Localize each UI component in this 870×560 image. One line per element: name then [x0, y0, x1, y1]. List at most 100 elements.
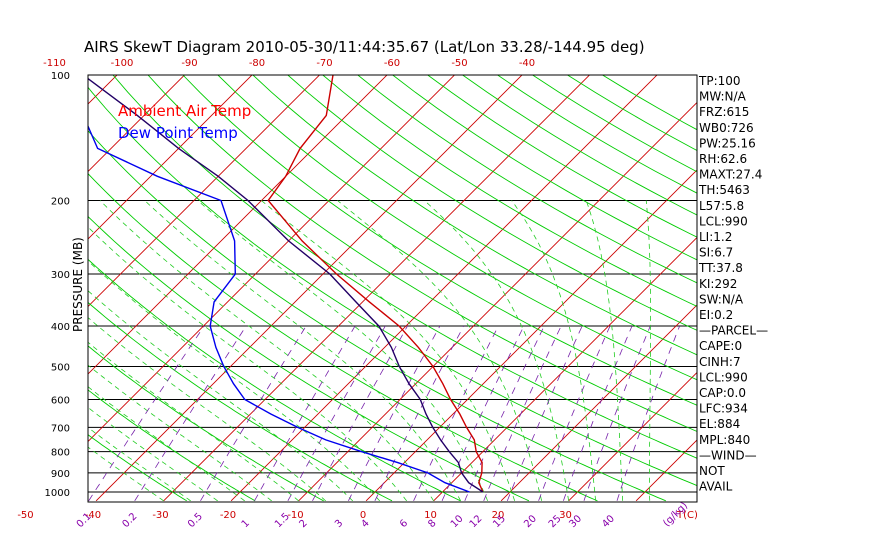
pressure-tick-labels: 100 200 300 400 500 600 700 800 900 1000: [45, 71, 70, 499]
mixing-ratio-tick-label: 2: [297, 518, 309, 530]
index-item: EI:0.2: [699, 308, 733, 322]
x-unit-label: T(C): [676, 510, 698, 521]
dry-adiabat-line: [88, 129, 666, 502]
isotherm-line: [365, 169, 697, 502]
dry-adiabat-line: [88, 215, 530, 502]
dry-adiabat-line: [461, 75, 697, 216]
dry-adiabat-line: [88, 389, 256, 502]
moist-adiabat-line: [261, 200, 516, 501]
temperature-tick-label-bottom: -30: [152, 510, 168, 521]
index-item: LCL:990: [699, 370, 748, 384]
temperature-tick-label-top: -60: [384, 58, 400, 69]
index-item: NOT: [699, 464, 725, 478]
mixing-ratio-tick-label: 10: [449, 513, 466, 530]
temperature-tick-label-top: -70: [316, 58, 332, 69]
pressure-tick-label: 500: [51, 362, 70, 373]
moist-adiabat-line: [144, 200, 462, 502]
mixing-ratio-line: [312, 325, 408, 501]
temperature-tick-label-top: -100: [111, 58, 134, 69]
mixing-ratio-tick-label: 0.2: [121, 511, 140, 530]
temperature-tick-label-bottom: 0: [360, 510, 366, 521]
mixing-ratio-line: [88, 325, 205, 502]
moist-adiabat-lines: [88, 200, 651, 502]
dry-adiabat-line: [217, 75, 697, 381]
series-line-1: [88, 124, 470, 493]
mixing-ratio-line: [134, 325, 247, 502]
dry-adiabat-line: [88, 173, 598, 502]
moist-adiabat-line: [88, 446, 164, 502]
dry-adiabat-line: [88, 434, 187, 502]
dry-adiabat-lines: [88, 75, 697, 502]
profile-series: [88, 75, 484, 493]
index-item: MW:N/A: [699, 90, 747, 104]
index-item: MPL:840: [699, 433, 750, 447]
dry-adiabat-line: [88, 345, 324, 502]
index-item: EL:884: [699, 417, 740, 431]
plot-frame: [87, 74, 698, 503]
pressure-tick-label: 300: [51, 270, 70, 281]
isotherm-line: [298, 101, 697, 502]
index-item: FRZ:615: [699, 105, 749, 119]
temperature-tick-label-top: -90: [181, 58, 197, 69]
moist-adiabat-line: [645, 200, 651, 501]
pressure-tick-label: 1000: [45, 488, 70, 499]
mixing-ratio-line: [441, 325, 525, 501]
index-item: KI:292: [699, 277, 737, 291]
dry-adiabat-line: [322, 75, 697, 307]
isotherm-line: [95, 75, 523, 502]
moist-adiabat-line: [88, 426, 191, 502]
index-item: CINH:7: [699, 355, 741, 369]
temperature-tick-label-bottom: -40: [85, 510, 101, 521]
mixing-ratio-tick-label: 20: [522, 513, 539, 530]
index-item: CAP:0.0: [699, 386, 746, 400]
y-axis-label: PRESSURE (MB): [71, 237, 85, 332]
dry-adiabat-line: [252, 75, 697, 356]
isotherm-line: [88, 75, 388, 375]
temperature-tick-label-bottom: -10: [287, 510, 303, 521]
isotherm-line: [88, 75, 321, 308]
moist-adiabat-line: [511, 200, 597, 501]
pressure-tick-label: 100: [51, 71, 70, 82]
mixing-ratio-line: [287, 325, 386, 501]
index-item: PW:25.16: [699, 136, 756, 150]
isotherm-line: [88, 75, 186, 173]
mixing-ratio-tick-label: 6: [398, 518, 410, 530]
index-item: TH:5463: [698, 183, 750, 197]
temperature-tick-label-bottom: 20: [492, 510, 505, 521]
mixing-ratio-line: [483, 325, 562, 501]
dry-adiabat-line: [287, 75, 697, 331]
mixing-ratio-lines: [88, 325, 680, 502]
isotherm-line: [88, 75, 456, 443]
isotherm-lines: [88, 75, 697, 502]
index-item: CAPE:0: [699, 339, 742, 353]
mixing-ratio-line: [348, 325, 441, 501]
moist-adiabat-line: [88, 386, 245, 502]
pressure-tick-label: 200: [51, 197, 70, 208]
temperature-tick-label-top: -50: [451, 58, 467, 69]
index-item: TP:100: [698, 74, 741, 88]
pressure-tick-label: 700: [51, 423, 70, 434]
plot-area: [88, 75, 697, 502]
index-item: AVAIL: [699, 480, 733, 494]
isotherm-line: [433, 236, 697, 502]
mixing-ratio-line: [464, 325, 545, 501]
temperature-tick-label-top: -110: [43, 58, 66, 69]
chart-title: AIRS SkewT Diagram 2010-05-30/11:44:35.6…: [84, 38, 645, 56]
mixing-ratio-line: [538, 325, 611, 501]
temperature-tick-label-top: -80: [249, 58, 265, 69]
dry-adiabat-line: [88, 86, 697, 487]
moist-adiabat-line: [337, 200, 543, 501]
temperature-tick-labels-bottom: -50 -40 -30 -20 -10 0 10 20 30: [17, 510, 572, 521]
temperature-tick-label-bottom: -20: [220, 510, 236, 521]
mixing-ratio-line: [616, 325, 680, 501]
temperature-tick-label-top: -40: [519, 58, 535, 69]
temperature-tick-label-bottom: 30: [559, 510, 572, 521]
mixing-ratio-line: [200, 325, 307, 502]
index-item: WB0:726: [699, 121, 754, 135]
index-item: RH:62.6: [699, 152, 747, 166]
mixing-ratio-line: [583, 325, 651, 501]
isotherm-line: [88, 75, 253, 240]
index-item: MAXT:27.4: [699, 168, 762, 182]
isotherm-line: [500, 304, 697, 502]
